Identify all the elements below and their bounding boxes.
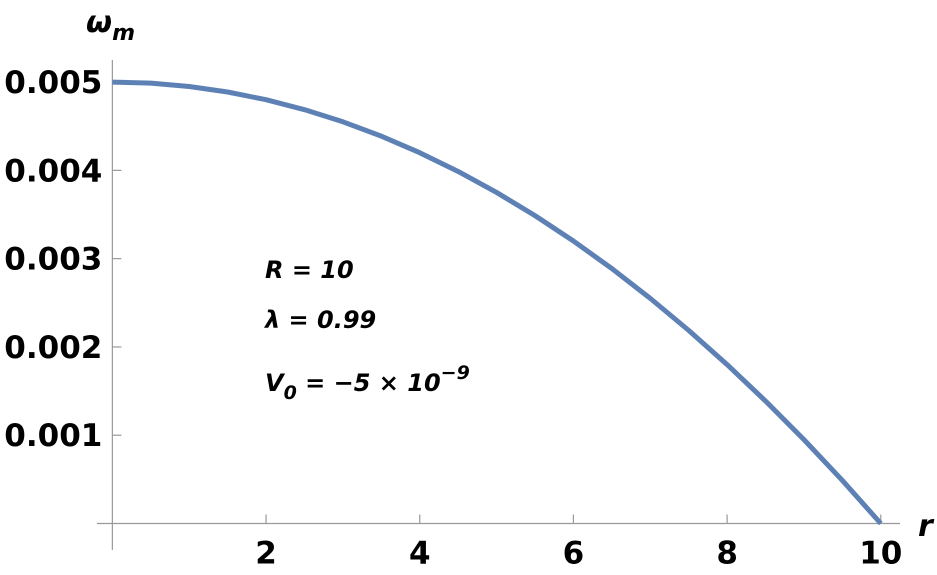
x-tick-label: 10 xyxy=(859,536,902,572)
y-tick-label: 0.001 xyxy=(4,418,102,454)
label-part: V xyxy=(265,369,286,397)
y-tick-label: 0.002 xyxy=(4,330,102,366)
y-axis-label: ωm xyxy=(86,5,135,46)
label-part: R = 10 xyxy=(265,256,354,284)
x-tick-label: 2 xyxy=(255,536,277,572)
label-part: m xyxy=(112,21,135,46)
y-tick-label: 0.005 xyxy=(4,65,102,101)
y-tick-label: 0.003 xyxy=(4,242,102,278)
label-part: ω xyxy=(86,5,112,40)
annotation: R = 10 xyxy=(265,256,354,284)
label-part: −9 xyxy=(441,362,470,384)
label-part: 0 xyxy=(284,382,297,404)
x-tick-label: 8 xyxy=(716,536,738,572)
annotation: V0 = −5 × 10−9 xyxy=(265,362,470,404)
label-part: = −5 × 10 xyxy=(297,369,441,397)
label-part: λ = 0.99 xyxy=(263,306,376,334)
data-line xyxy=(112,79,883,526)
y-tick-label: 0.004 xyxy=(4,153,102,189)
annotation: λ = 0.99 xyxy=(263,306,376,334)
x-axis-label: r xyxy=(918,509,935,544)
x-tick-label: 6 xyxy=(563,536,585,572)
x-tick-label: 4 xyxy=(409,536,431,572)
